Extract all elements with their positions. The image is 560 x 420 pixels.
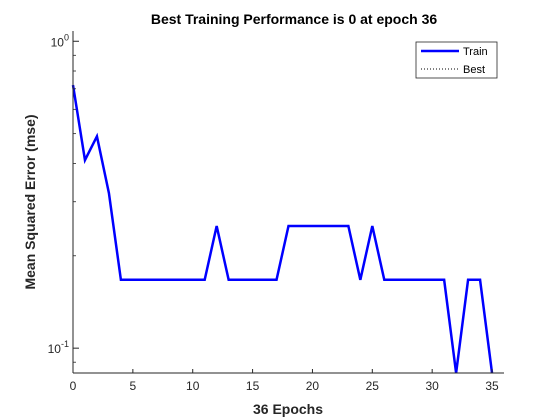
chart-title: Best Training Performance is 0 at epoch … [151,11,438,27]
y-tick-label: 10-1 [48,339,69,356]
x-tick-label: 30 [425,379,439,393]
legend-box [415,41,498,79]
y-tick-label: 100 [51,32,69,49]
x-tick-label: 10 [186,379,200,393]
plot-area [73,31,504,373]
x-tick-label: 35 [485,379,499,393]
legend-train-label: Train [463,46,488,58]
x-tick-label: 5 [130,379,137,393]
series-line-train [71,84,494,374]
y-axis-label: Mean Squared Error (mse) [22,114,38,289]
x-tick-label: 25 [366,379,380,393]
x-tick-label: 15 [246,379,260,393]
x-tick-label: 0 [70,379,77,393]
legend-best-label: Best [463,64,485,76]
series-layer [71,84,494,374]
ticks-layer: 0 5 10 15 20 25 30 35 100 10-1 [48,32,499,393]
legend: Train Best [415,41,498,79]
x-tick-label: 20 [306,379,320,393]
x-axis-label: 36 Epochs [253,401,323,417]
